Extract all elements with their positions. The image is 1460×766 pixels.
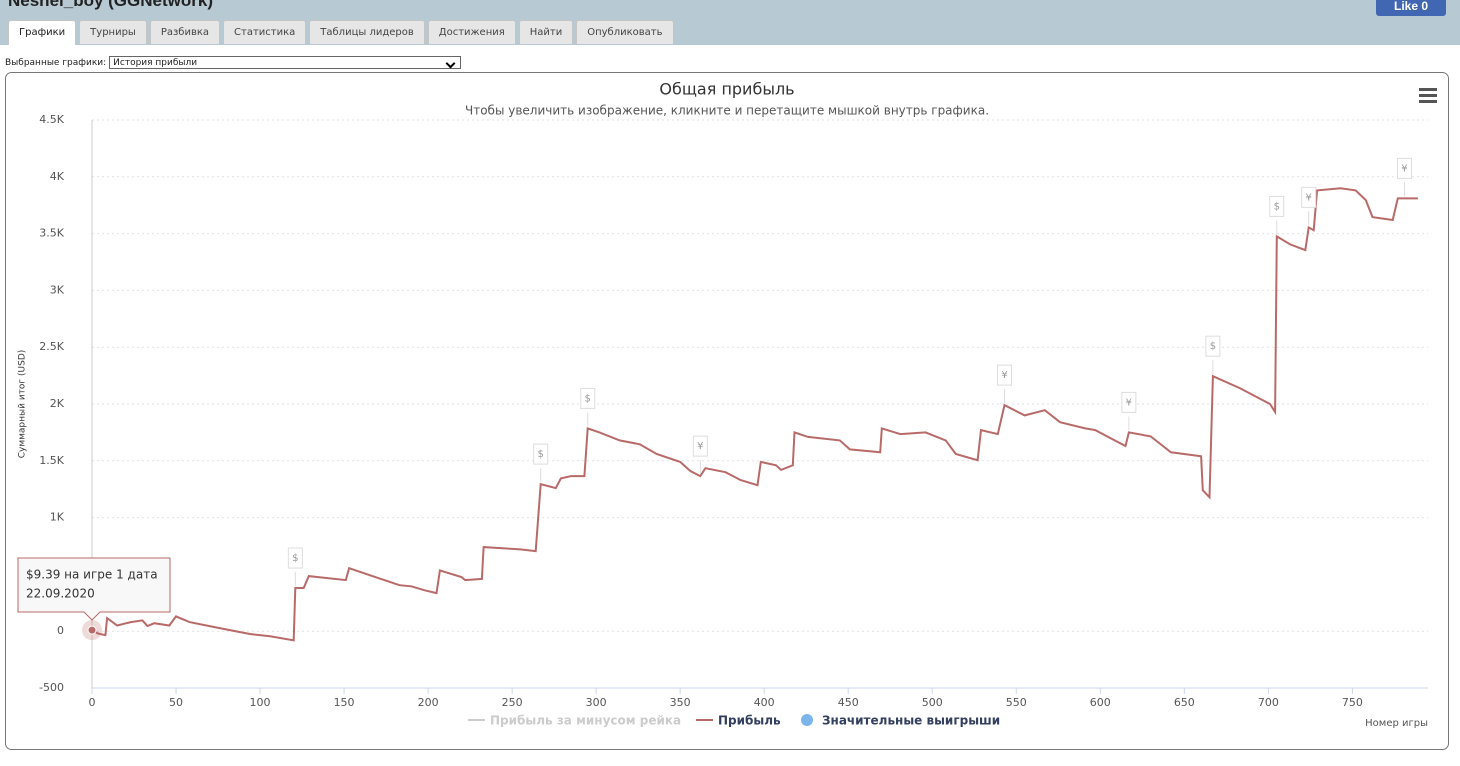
legend-label[interactable]: Значительные выигрыши [822,714,1000,728]
tooltip-text: 22.09.2020 [26,587,95,601]
x-tick-label: 700 [1258,696,1279,709]
tabs: Графики Турниры Разбивка Статистика Таблицы … [8,20,674,45]
flag-label: ¥ [1001,370,1007,381]
flag-label: ¥ [697,441,703,452]
tab[interactable]: Турниры [79,20,147,44]
flag-label: $ [538,449,544,460]
profit-line [91,187,1418,642]
tab[interactable]: Опубликовать [576,20,674,44]
flag-box [692,435,708,457]
x-tick-label: 500 [922,696,943,709]
chart-subtitle: Чтобы увеличить изображение, кликните и … [465,104,989,118]
x-tick-label: 550 [1006,696,1027,709]
chart-frame [5,72,1449,750]
y-tick-label: -500 [39,681,64,694]
tab[interactable]: Найти [518,20,574,44]
x-tick-label: 200 [418,696,439,709]
tab[interactable]: Графики [8,20,77,45]
tab[interactable]: Достижения [427,20,516,44]
x-tick-label: 350 [670,696,691,709]
y-tick-label: 1.5K [39,454,64,467]
flag-box [533,443,549,465]
x-tick-label: 300 [586,696,607,709]
flag-label: ¥ [1305,192,1311,203]
flag-box [1396,157,1412,179]
flag: ¥ [1301,186,1317,226]
x-tick-label: 50 [169,696,183,709]
flag-label: $ [292,553,298,564]
y-axis-label: Суммарный итог (USD) [18,350,28,459]
flag: $ [1205,335,1221,375]
flag-label: ¥ [1126,397,1132,408]
flag: $ [533,443,549,483]
flag: ¥ [1121,391,1137,431]
hover-point [87,625,97,635]
flag: ¥ [692,435,708,475]
x-tick-label: 600 [1090,696,1111,709]
y-tick-label: 2K [50,397,65,410]
x-tick-label: 750 [1342,696,1363,709]
flag: ¥ [1396,157,1412,197]
flag-label: $ [1210,341,1216,352]
header-title: Neshel_boy (GGNetwork) [8,0,213,10]
flag-box [1269,195,1285,217]
y-tick-label: 0 [57,624,64,637]
flag-box [997,364,1013,386]
flag: $ [1269,195,1285,235]
y-tick-label: 3K [50,283,65,296]
top-bar: Neshel_boy (GGNetwork) Like 0 Графики Тур… [0,0,1460,45]
y-tick-label: 2.5K [39,340,64,353]
flag-box [1301,186,1317,208]
x-tick-label: 400 [754,696,775,709]
y-tick-label: 4.5K [39,113,64,126]
flag: ¥ [997,364,1013,404]
y-tick-label: 4K [50,170,65,183]
flag: $ [287,547,303,587]
legend-label[interactable]: Прибыль за минусом рейка [490,714,681,728]
selector: Выбранные графики: История прибыли [5,56,462,69]
menu-icon[interactable] [1419,88,1437,103]
tooltip-text: $9.39 на игре 1 дата [26,568,158,582]
x-axis-label: Номер игры [1365,718,1428,729]
x-tick-label: 250 [502,696,523,709]
like-button[interactable]: Like 0 [1376,0,1446,16]
y-tick-label: 3.5K [39,227,64,240]
flag-label: $ [1274,201,1280,212]
flag-label: $ [585,393,591,404]
flag-box [1121,391,1137,413]
flag-label: ¥ [1401,163,1407,174]
legend-symbol [801,714,813,726]
x-tick-label: 650 [1174,696,1195,709]
x-tick-label: 150 [334,696,355,709]
tab[interactable]: Разбивка [149,20,221,44]
selector-dropdown[interactable]: История прибыли [109,56,462,69]
legend-label[interactable]: Прибыль [718,714,781,728]
flag-box [287,547,303,569]
chart-title: Общая прибыль [659,80,794,99]
tooltip-box [17,557,171,621]
tab[interactable]: Таблицы лидеров [309,20,425,44]
selector-label: Выбранные графики: [5,57,107,68]
flag: $ [580,387,596,427]
tab[interactable]: Статистика [223,20,307,44]
x-tick-label: 450 [838,696,859,709]
x-tick-label: 0 [89,696,96,709]
x-tick-label: 100 [250,696,271,709]
y-tick-label: 1K [50,511,65,524]
flag-box [1205,335,1221,357]
flag-box [580,387,596,409]
